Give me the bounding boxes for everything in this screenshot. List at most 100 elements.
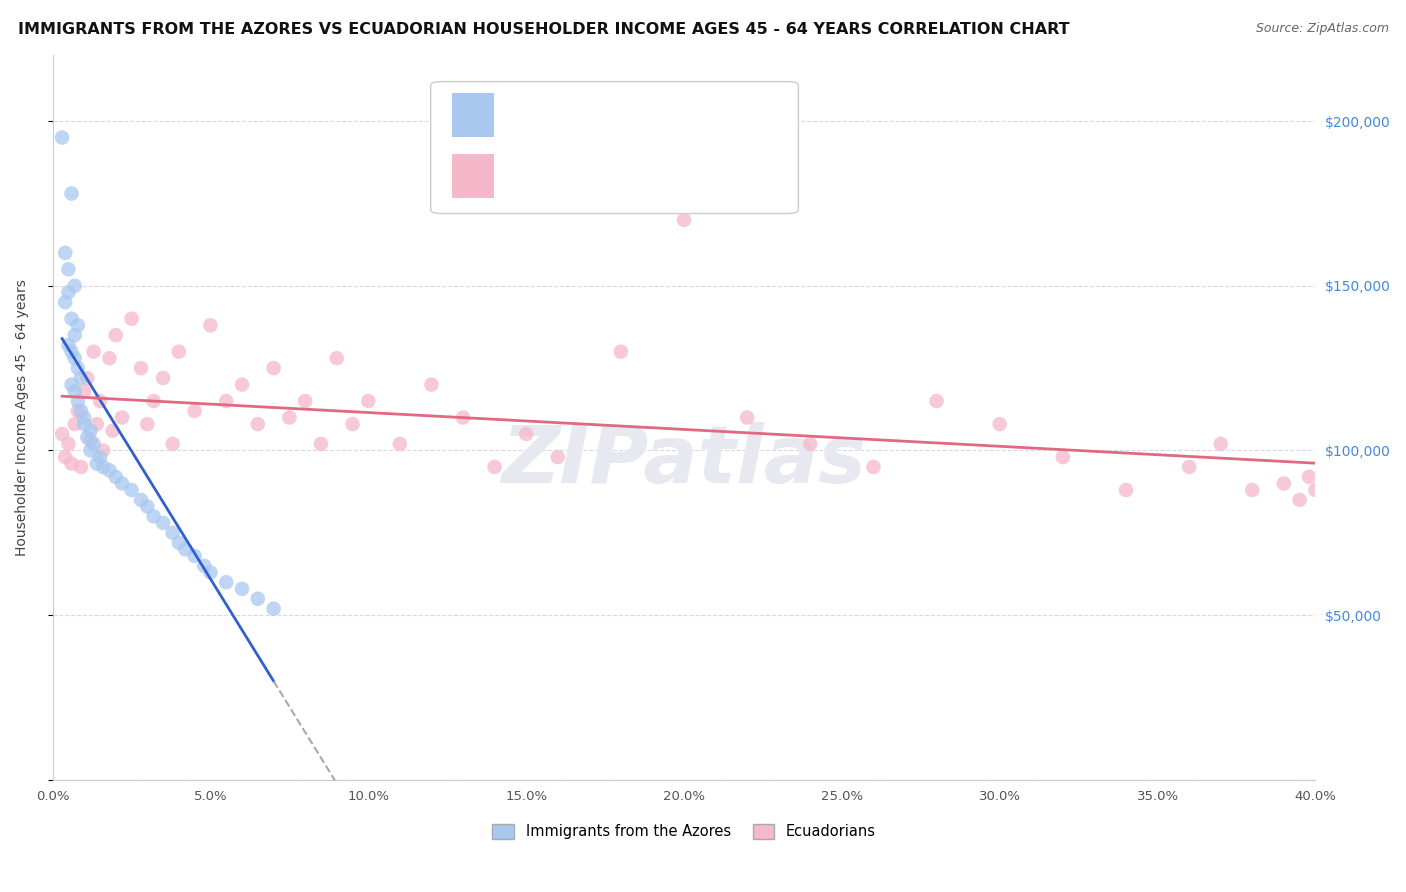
Point [246, 591, 269, 606]
Point [79, 434, 101, 448]
Point [73, 384, 96, 399]
Point [83, 344, 105, 359]
Point [357, 394, 380, 409]
Point [167, 535, 190, 549]
Point [484, 459, 506, 474]
Point [60, 311, 83, 326]
Point [162, 525, 184, 540]
Point [799, 437, 821, 451]
Point [1272, 476, 1295, 491]
Point [73, 417, 96, 431]
Point [60, 344, 83, 359]
Point [1178, 459, 1201, 474]
Point [183, 549, 205, 563]
Point [104, 328, 127, 343]
Point [735, 410, 758, 425]
Point [200, 566, 222, 580]
Point [129, 361, 152, 376]
Point [89, 394, 111, 409]
Point [342, 417, 364, 431]
Point [1298, 470, 1320, 484]
Point [294, 394, 316, 409]
Point [136, 500, 159, 514]
Text: IMMIGRANTS FROM THE AZORES VS ECUADORIAN HOUSEHOLDER INCOME AGES 45 - 64 YEARS C: IMMIGRANTS FROM THE AZORES VS ECUADORIAN… [18, 22, 1070, 37]
Point [66, 318, 89, 333]
Point [58, 262, 80, 277]
Point [111, 476, 134, 491]
Point [58, 338, 80, 352]
Point [86, 417, 108, 431]
Point [53, 450, 76, 464]
Point [246, 417, 269, 431]
Point [83, 437, 105, 451]
Point [58, 285, 80, 300]
Point [152, 371, 174, 385]
Point [111, 410, 134, 425]
Point [58, 437, 80, 451]
Point [63, 417, 86, 431]
Text: ZIPatlas: ZIPatlas [502, 422, 866, 500]
Point [66, 404, 89, 418]
Text: Source: ZipAtlas.com: Source: ZipAtlas.com [1256, 22, 1389, 36]
Point [121, 311, 143, 326]
Point [51, 130, 73, 145]
Point [200, 318, 222, 333]
Point [231, 377, 253, 392]
Point [66, 361, 89, 376]
Point [70, 404, 93, 418]
Point [193, 558, 215, 573]
Point [98, 351, 121, 366]
Point [162, 437, 184, 451]
Point [70, 459, 93, 474]
Point [66, 394, 89, 409]
Point [326, 351, 349, 366]
Point [215, 575, 238, 590]
Point [152, 516, 174, 530]
Point [79, 424, 101, 438]
Point [53, 245, 76, 260]
Point [142, 509, 165, 524]
Legend: Immigrants from the Azores, Ecuadorians: Immigrants from the Azores, Ecuadorians [486, 818, 882, 845]
Point [63, 351, 86, 366]
Point [79, 443, 101, 458]
Point [231, 582, 253, 596]
Point [51, 427, 73, 442]
Point [63, 328, 86, 343]
Point [60, 377, 83, 392]
Point [91, 459, 114, 474]
Point [988, 417, 1011, 431]
Point [263, 361, 285, 376]
Point [60, 457, 83, 471]
Point [610, 344, 633, 359]
Point [101, 424, 124, 438]
Point [86, 457, 108, 471]
Point [215, 394, 238, 409]
Point [1288, 492, 1310, 507]
Point [1115, 483, 1137, 497]
Point [73, 410, 96, 425]
Point [60, 186, 83, 201]
Point [263, 601, 285, 615]
Point [63, 384, 86, 399]
Point [925, 394, 948, 409]
Point [136, 417, 159, 431]
Point [53, 295, 76, 310]
Point [1052, 450, 1074, 464]
Point [174, 542, 197, 557]
Point [121, 483, 143, 497]
Point [451, 410, 474, 425]
Point [547, 450, 569, 464]
Point [142, 394, 165, 409]
Point [76, 371, 98, 385]
Point [1305, 483, 1327, 497]
Point [309, 437, 332, 451]
Y-axis label: Householder Income Ages 45 - 64 years: Householder Income Ages 45 - 64 years [15, 279, 30, 556]
Point [1209, 437, 1232, 451]
Point [420, 377, 443, 392]
Point [98, 463, 121, 477]
Point [167, 344, 190, 359]
Point [129, 492, 152, 507]
Point [672, 212, 695, 227]
Point [278, 410, 301, 425]
Point [63, 278, 86, 293]
